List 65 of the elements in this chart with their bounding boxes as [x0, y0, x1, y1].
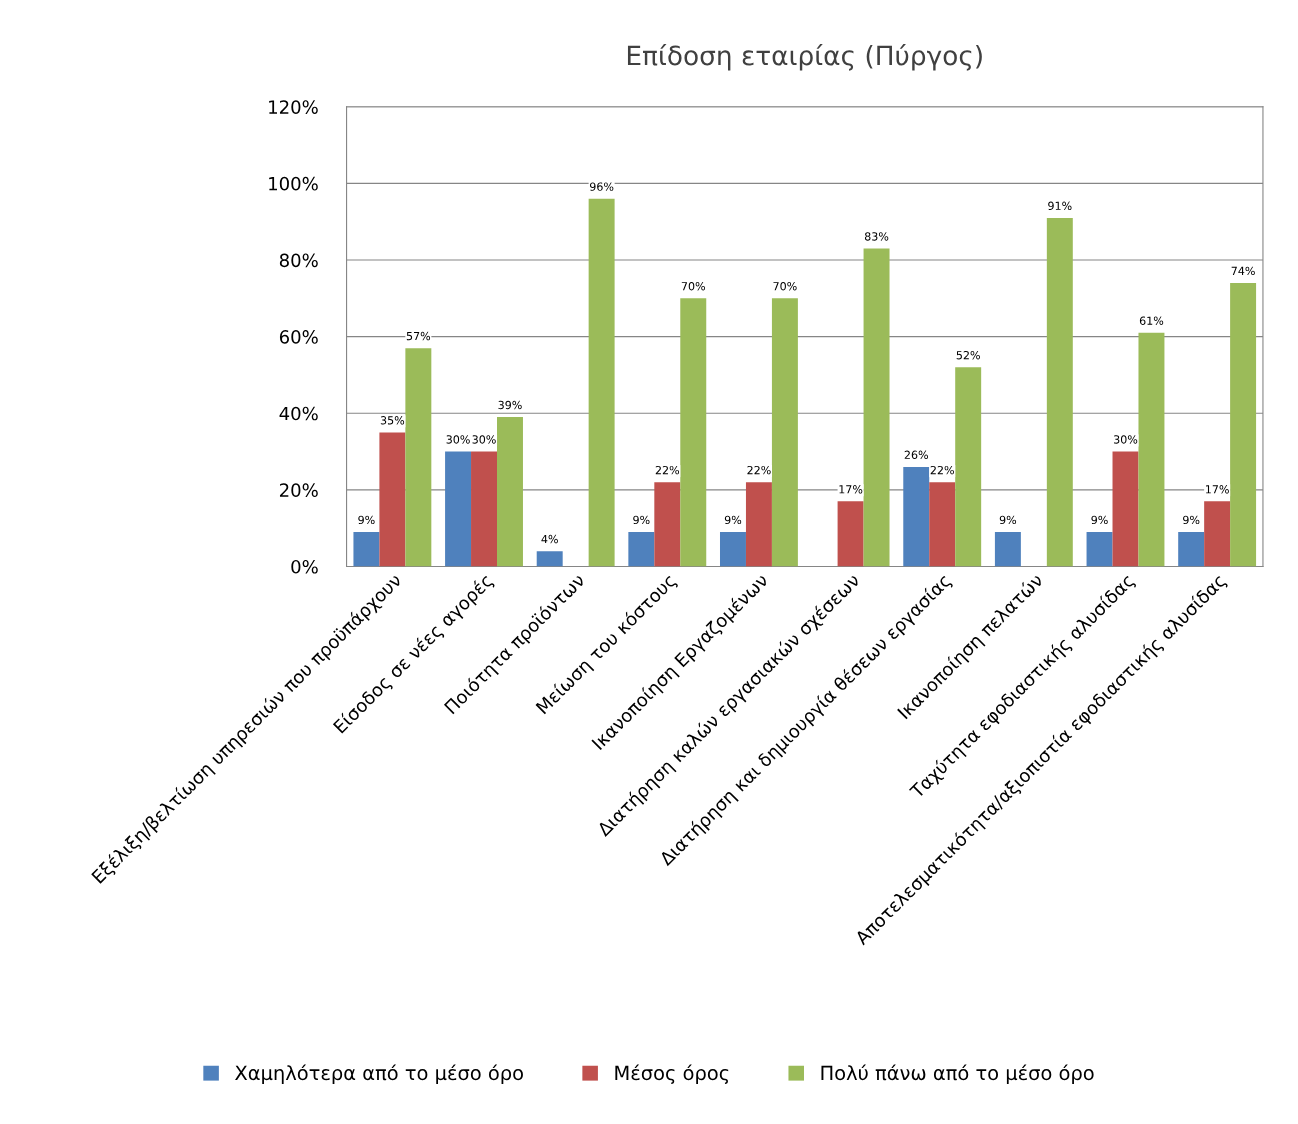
- bar: [771, 298, 798, 567]
- data-label: 39%: [498, 400, 522, 410]
- data-label: 57%: [406, 331, 431, 341]
- bar: [588, 198, 615, 567]
- bar: [837, 501, 864, 567]
- data-label: 30%: [472, 435, 496, 444]
- data-label: 4%: [541, 534, 558, 544]
- y-tick-label: 0%: [291, 559, 318, 574]
- bar: [1086, 532, 1113, 567]
- y-tick-label: 40%: [279, 406, 318, 421]
- data-label: 9%: [1091, 515, 1108, 525]
- bar: [471, 451, 498, 567]
- bar: [1178, 532, 1205, 567]
- bar: [1112, 451, 1139, 567]
- bar: [680, 298, 707, 567]
- data-label: 91%: [1048, 201, 1072, 210]
- data-label: 74%: [1231, 266, 1255, 276]
- bar: [497, 417, 523, 567]
- data-label: 52%: [956, 350, 980, 360]
- data-label: 9%: [633, 515, 650, 525]
- bar: [1138, 332, 1165, 567]
- legend-label: Χαμηλότερα από το μέσο όρο: [235, 1064, 523, 1084]
- legend-label: Πολύ πάνω από το μέσο όρο: [821, 1064, 1094, 1084]
- data-label: 35%: [380, 416, 405, 425]
- bar: [1230, 283, 1257, 567]
- bar: [536, 551, 563, 567]
- data-label: 22%: [930, 465, 954, 475]
- data-label: 26%: [904, 450, 928, 459]
- y-tick-label: 120%: [269, 100, 318, 114]
- bar: [405, 348, 432, 567]
- bar: [719, 532, 746, 567]
- data-label: 70%: [773, 282, 797, 291]
- data-label: 22%: [747, 465, 771, 475]
- y-tick-label: 80%: [279, 253, 318, 268]
- chart-title: Επίδοση εταιρίας (Πύργος): [627, 44, 982, 71]
- data-label: 17%: [839, 485, 863, 494]
- data-label: 9%: [1183, 515, 1200, 525]
- y-tick-label: 60%: [279, 330, 318, 344]
- bar: [903, 466, 930, 567]
- bar: [745, 482, 772, 567]
- bar: [929, 482, 956, 567]
- data-label: 83%: [864, 232, 889, 241]
- y-tick-label: 20%: [279, 483, 318, 497]
- data-label: 17%: [1206, 485, 1229, 494]
- bar: [863, 248, 890, 567]
- data-label: 61%: [1139, 316, 1164, 325]
- bar: [955, 367, 982, 567]
- data-label: 9%: [999, 515, 1017, 525]
- legend-label: Μέσος όρος: [615, 1064, 729, 1085]
- bar: [994, 532, 1021, 567]
- data-label: 30%: [446, 435, 470, 444]
- bar: [379, 432, 406, 567]
- bar: [445, 451, 472, 567]
- data-label: 9%: [724, 515, 742, 525]
- data-label: 30%: [1113, 435, 1138, 444]
- bar: [654, 482, 681, 567]
- data-label: 96%: [589, 182, 614, 191]
- bar: [628, 532, 655, 567]
- data-label: 70%: [681, 282, 705, 291]
- y-tick-label: 100%: [269, 176, 318, 191]
- data-label: 22%: [655, 465, 680, 475]
- data-label: 9%: [358, 515, 375, 525]
- bar: [1046, 217, 1073, 567]
- bar: [353, 532, 380, 567]
- bar: [1204, 501, 1231, 567]
